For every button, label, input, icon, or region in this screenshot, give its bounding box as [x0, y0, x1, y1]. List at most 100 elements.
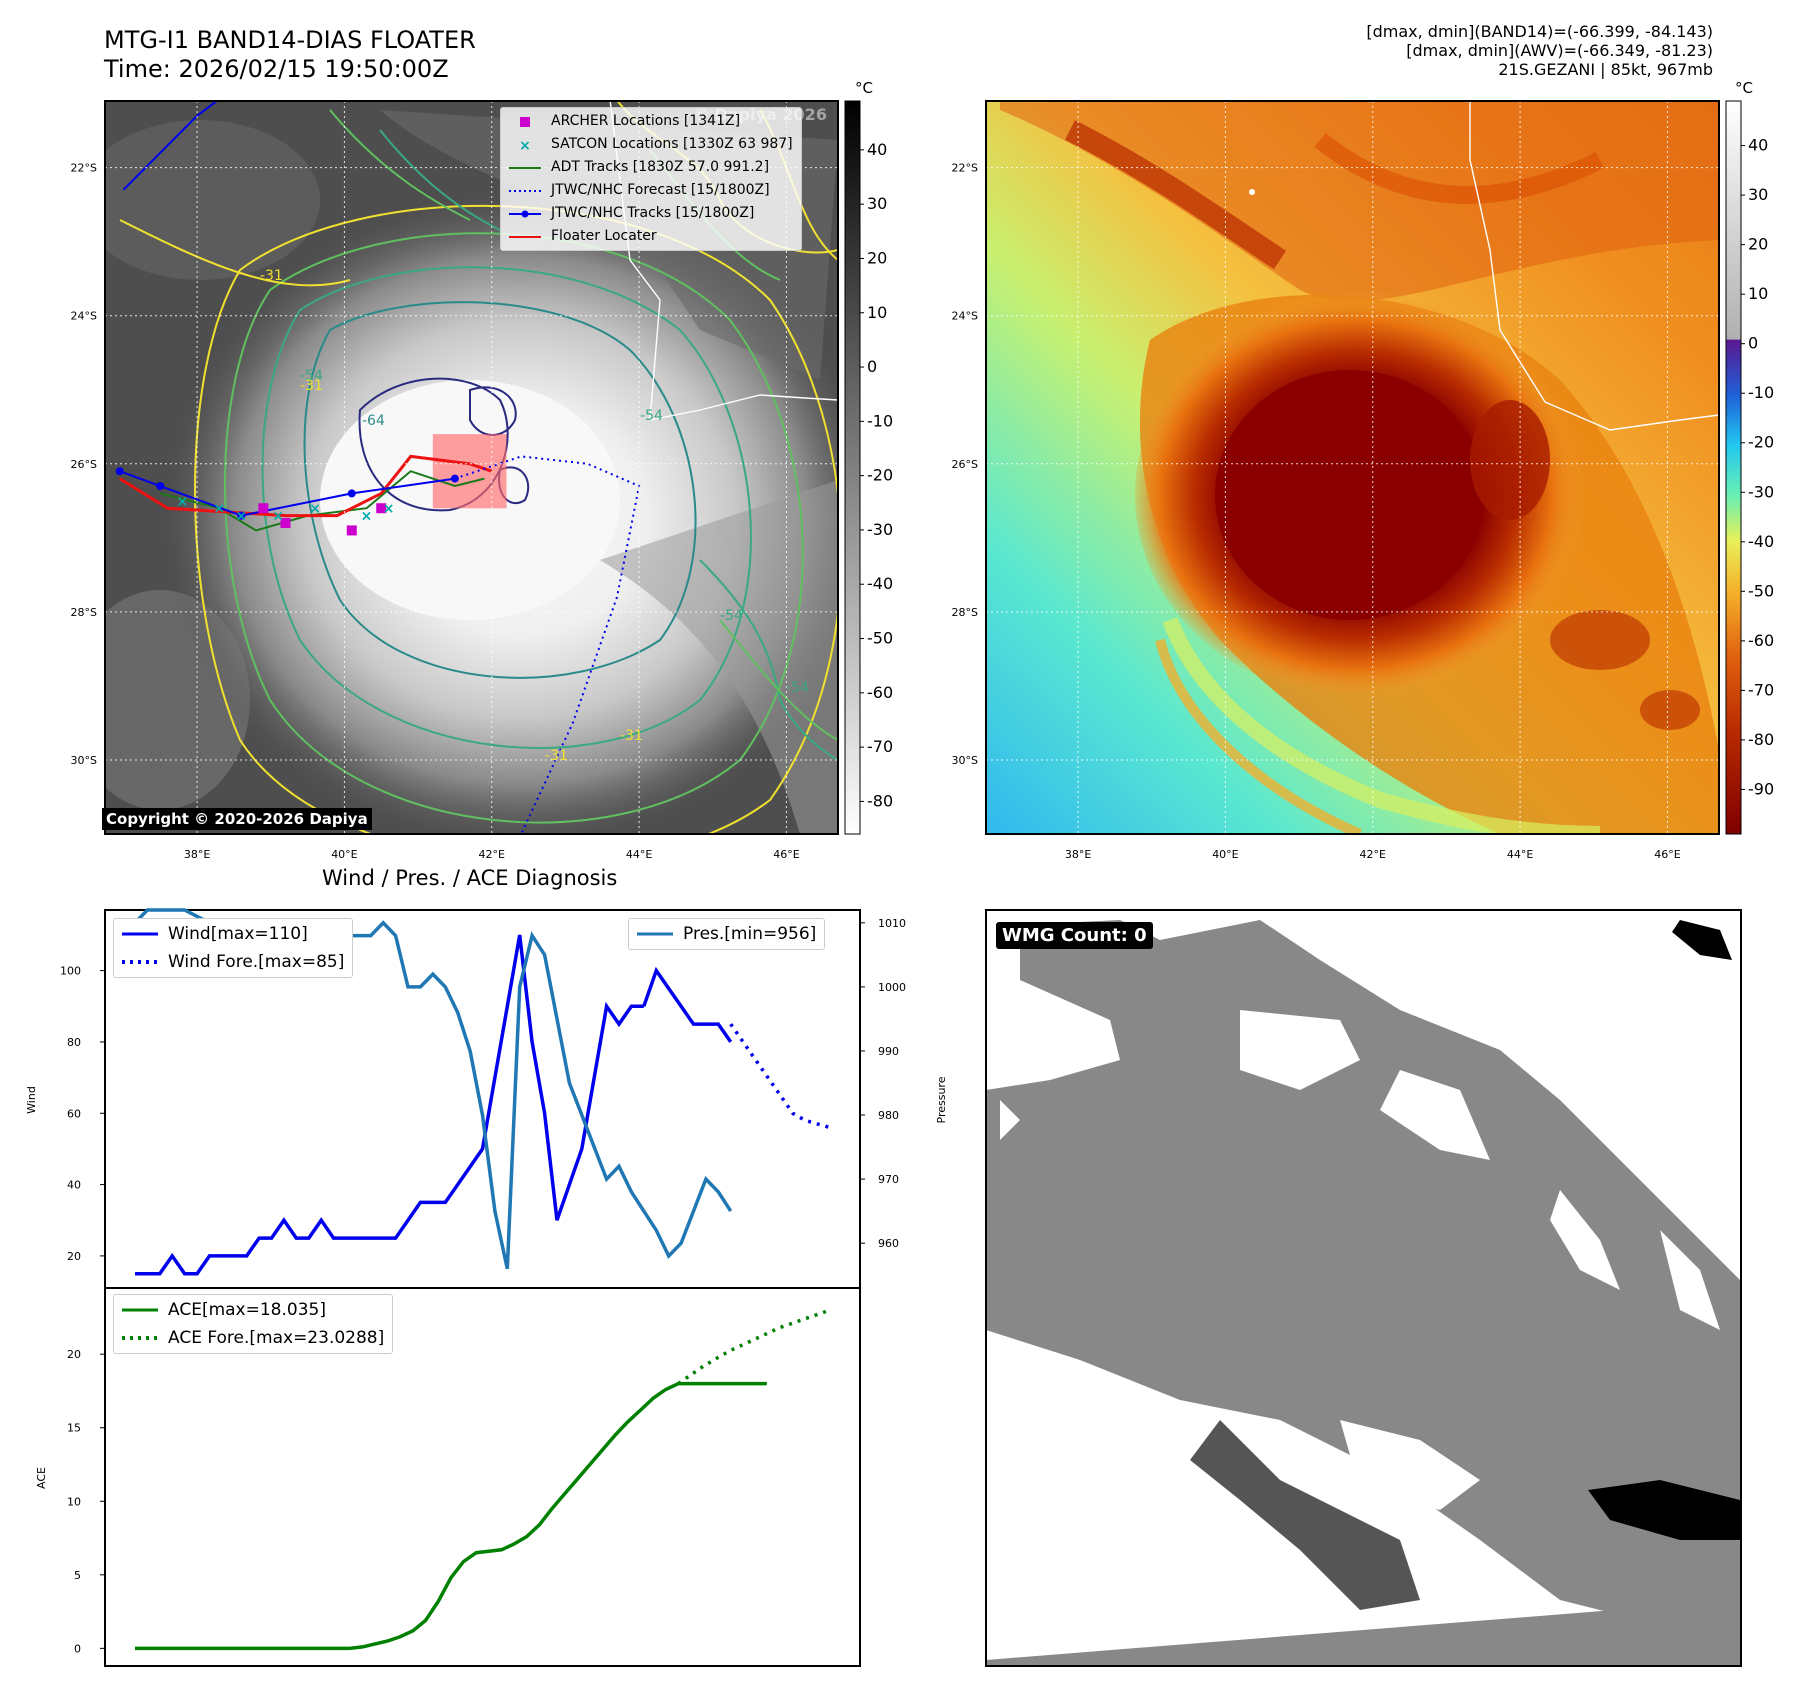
colorbar-tick-label: -20 [867, 466, 893, 485]
contour-label-54-b: -54 [640, 408, 663, 424]
lat-tick-label: 24°S [952, 310, 978, 323]
lat-tick-label: 22°S [71, 162, 97, 175]
ir-legend-row: ARCHER Locations [1341Z] [507, 110, 793, 133]
wind-tick-label: 60 [67, 1107, 81, 1120]
pressure-y-ticks: 960 970 980 990 1000 1010 [860, 917, 906, 1250]
lat-tick-label: 30°S [71, 754, 97, 767]
colorbar-tick-label: -70 [867, 737, 893, 756]
contour-label-54-d: -54 [786, 680, 809, 696]
wmg-count-badge: WMG Count: 0 [996, 922, 1153, 949]
ir-legend-key [520, 116, 530, 127]
legend-dot [521, 210, 529, 217]
ir-legend-key [509, 235, 541, 238]
colorbar-tick-label: 0 [1748, 334, 1758, 353]
colorbar-tick-label: -20 [1748, 433, 1774, 452]
wind-y-ticks: 20 40 60 80 100 [60, 965, 105, 1263]
colorbar-tick-label: 40 [867, 140, 887, 159]
ace-tick-label: 0 [74, 1642, 81, 1655]
pressure-tick-label: 960 [878, 1237, 899, 1250]
awv-colorbar-unit: °C [1735, 79, 1753, 97]
wind-tick-label: 100 [60, 965, 81, 978]
colorbar-tick-label: 20 [867, 248, 887, 267]
ace-tick-label: 20 [67, 1348, 81, 1361]
satcon-point: × [235, 509, 247, 525]
satcon-point: × [383, 501, 395, 517]
contour-label-31-c: -31 [620, 728, 643, 744]
colorbar-tick-label: -40 [1748, 532, 1774, 551]
ir-legend-row: Floater Locater [507, 225, 793, 248]
colorbar-tick-label: -60 [867, 683, 893, 702]
archer-points [258, 503, 387, 536]
lat-tick-label: 26°S [71, 458, 97, 471]
floater-box [432, 434, 507, 509]
ace-y-ticks: 0 5 10 15 20 [67, 1348, 105, 1655]
ir-legend-key [509, 189, 541, 192]
colorbar-tick-label: -50 [1748, 581, 1774, 600]
colorbar-tick-label: 10 [1748, 284, 1768, 303]
lon-tick-label: 44°E [626, 848, 652, 861]
archer-point [346, 525, 357, 536]
lon-tick-label: 38°E [184, 848, 210, 861]
pressure-tick-label: 1000 [878, 981, 906, 994]
ir-legend-label: ADT Tracks [1830Z 57.0 991.2] [551, 159, 770, 175]
ir-legend-row: JTWC/NHC Tracks [15/1800Z] [507, 202, 793, 225]
awv-gridlines [986, 101, 1719, 834]
colorbar-tick-label: 40 [1748, 136, 1768, 155]
archer-point [258, 503, 269, 514]
ace-fore-legend-label: ACE Fore.[max=23.0288] [168, 1328, 385, 1348]
ir-colorbar-unit: °C [855, 79, 873, 97]
colorbar-tick-label: -70 [1748, 680, 1774, 699]
lat-tick-label: 28°S [952, 606, 978, 619]
contour-label-64: -64 [362, 413, 385, 429]
wind-line [642, 966, 733, 1043]
lon-tick-label: 46°E [1654, 848, 1680, 861]
wind-tick-label: 80 [67, 1036, 81, 1049]
awv-colorbar-ticks: 40 30 20 10 0 -10 -20 -30 -40 -50 -60 -70 -80 -90 [1741, 136, 1774, 798]
pressure-legend: Pres.[min=956] [628, 918, 826, 950]
product-title-line1: MTG-I1 BAND14-DIAS FLOATER [104, 26, 476, 54]
lon-tick-label: 42°E [479, 848, 505, 861]
floater-locater-line [118, 454, 493, 518]
wind-series [135, 934, 831, 1276]
wind-axis-label: Wind [25, 1086, 38, 1114]
ir-legend-key [509, 210, 541, 217]
lat-tick-label: 24°S [71, 310, 97, 323]
pressure-tick-label: 970 [878, 1173, 899, 1186]
ir-legend-label: JTWC/NHC Tracks [15/1800Z] [551, 205, 755, 221]
ace-series [135, 1308, 831, 1651]
pressure-tick-label: 1010 [878, 917, 906, 930]
ir-legend-label: Floater Locater [551, 228, 657, 244]
archer-point [280, 518, 291, 529]
wind-fore-legend-label: Wind Fore.[max=85] [168, 952, 345, 972]
ir-legend-row: × SATCON Locations [1330Z 63 987] [507, 133, 793, 156]
lon-tick-label: 46°E [773, 848, 799, 861]
colorbar-tick-label: 30 [1748, 185, 1768, 204]
colorbar-tick-label: -10 [867, 411, 893, 430]
satcon-point: × [176, 494, 188, 510]
product-title: MTG-I1 BAND14-DIAS FLOATER Time: 2026/02… [104, 26, 476, 84]
colorbar-tick-label: -80 [867, 791, 893, 810]
satcon-point: × [272, 509, 284, 525]
ace-legend-label: ACE[max=18.035] [168, 1300, 326, 1320]
product-time: Time: 2026/02/15 19:50:00Z [104, 55, 449, 83]
diagnosis-title: Wind / Pres. / ACE Diagnosis [322, 866, 618, 890]
ir-legend-label: SATCON Locations [1330Z 63 987] [551, 136, 793, 152]
legend-x: × [519, 139, 531, 151]
contour-label-31-b: -31 [300, 378, 323, 394]
storm-info: [dmax, dmin](BAND14)=(-66.399, -84.143) … [1366, 22, 1713, 79]
satcon-point: × [361, 509, 373, 525]
ace-legend: ACE[max=18.035] ACE Fore.[max=23.0288] [113, 1294, 394, 1354]
ace-tick-label: 15 [67, 1422, 81, 1435]
storm-name-intensity: 21S.GEZANI | 85kt, 967mb [1498, 60, 1713, 79]
contour-label-54-c: -54 [720, 608, 743, 624]
ace-line [135, 1381, 767, 1651]
colorbar-tick-label: -10 [1748, 383, 1774, 402]
colorbar-tick-label: -40 [867, 574, 893, 593]
nw-track-line [122, 101, 219, 191]
lat-tick-label: 22°S [952, 162, 978, 175]
ir-legend-label: ARCHER Locations [1341Z] [551, 113, 741, 129]
lon-tick-label: 40°E [331, 848, 357, 861]
satcon-point: × [309, 501, 321, 517]
wind-forecast-line [729, 1023, 831, 1130]
ace-tick-label: 10 [67, 1495, 81, 1508]
